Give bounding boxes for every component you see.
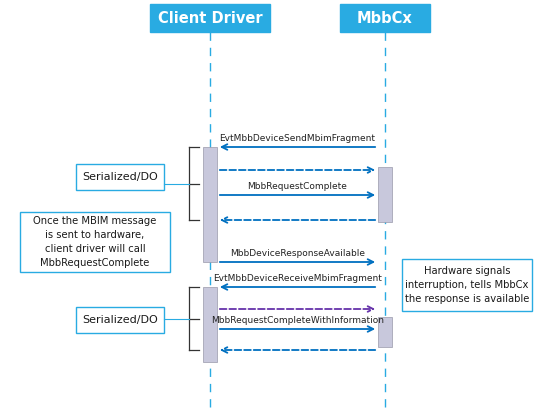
Text: MbbDeviceResponseAvailable: MbbDeviceResponseAvailable <box>230 249 365 258</box>
Bar <box>76 164 164 190</box>
Text: Once the MBIM message
is sent to hardware,
client driver will call
MbbRequestCom: Once the MBIM message is sent to hardwar… <box>33 216 156 268</box>
Bar <box>402 259 532 311</box>
Bar <box>378 167 392 222</box>
Text: Serialized/DO: Serialized/DO <box>82 172 158 182</box>
Bar <box>150 4 270 32</box>
Bar <box>203 287 217 362</box>
Bar <box>203 147 217 262</box>
Text: MbbCx: MbbCx <box>357 10 413 25</box>
Text: EvtMbbDeviceReceiveMbimFragment: EvtMbbDeviceReceiveMbimFragment <box>213 274 382 283</box>
Bar <box>340 4 430 32</box>
Bar <box>20 212 170 272</box>
Bar <box>378 317 392 347</box>
Text: MbbRequestComplete: MbbRequestComplete <box>248 182 348 191</box>
Bar <box>76 307 164 333</box>
Text: Serialized/DO: Serialized/DO <box>82 315 158 325</box>
Text: Hardware signals
interruption, tells MbbCx
the response is available: Hardware signals interruption, tells Mbb… <box>405 266 529 304</box>
Text: MbbRequestCompleteWithInformation: MbbRequestCompleteWithInformation <box>211 316 384 325</box>
Text: EvtMbbDeviceSendMbimFragment: EvtMbbDeviceSendMbimFragment <box>220 134 376 143</box>
Text: Client Driver: Client Driver <box>158 10 262 25</box>
